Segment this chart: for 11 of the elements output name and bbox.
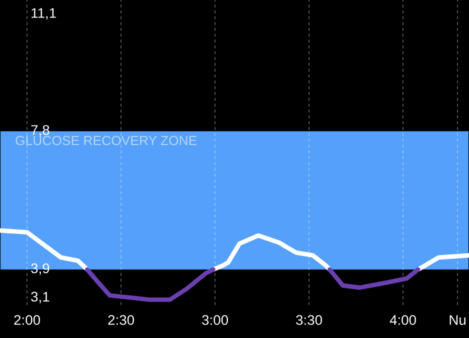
x-tick-label: 3:00 (202, 315, 228, 325)
y-tick-label: 3,1 (31, 292, 50, 304)
x-tick-label: 2:00 (14, 315, 40, 325)
y-tick-label: 3,9 (31, 263, 50, 275)
x-tick-label: 3:30 (296, 315, 322, 325)
y-tick-label: 7,8 (31, 125, 50, 137)
x-tick-label: 2:30 (108, 315, 134, 325)
y-tick-label: 11,1 (32, 8, 56, 20)
band-label: GLUCOSE RECOVERY ZONE (16, 136, 197, 146)
x-tick-label: 4:00 (390, 315, 416, 325)
x-tick-label: Nu (450, 315, 466, 325)
